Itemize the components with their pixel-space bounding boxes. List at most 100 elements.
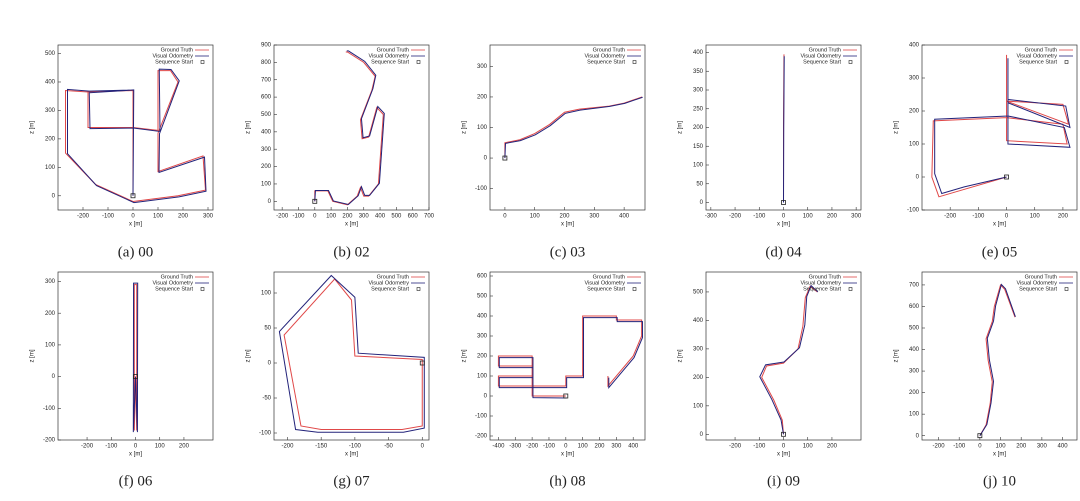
x-axis-label: x [m] — [129, 452, 142, 458]
y-tick-label: 300 — [477, 64, 488, 70]
legend-label: Sequence Start — [587, 286, 625, 292]
x-tick-label: 100 — [153, 214, 164, 220]
trajectory — [759, 284, 819, 435]
x-tick-label: -100 — [292, 214, 305, 220]
x-tick-label: 200 — [827, 214, 838, 220]
y-tick-label: -100 — [259, 431, 272, 437]
y-tick-label: 400 — [693, 50, 704, 56]
legend-label: Visual Odometry — [368, 53, 409, 59]
x-tick-label: 0 — [782, 444, 786, 450]
x-tick-label: 0 — [134, 444, 138, 450]
y-tick-label: 500 — [477, 294, 488, 300]
y-tick-label: 0 — [52, 374, 56, 380]
trajectory — [979, 283, 1016, 436]
y-axis-label: z [m] — [894, 121, 900, 134]
y-tick-label: -100 — [43, 406, 56, 412]
x-tick-label: -300 — [509, 444, 522, 450]
y-tick-label: 250 — [693, 106, 704, 112]
legend-label: Ground Truth — [809, 274, 841, 280]
y-tick-label: 200 — [909, 109, 920, 115]
plot-frame — [57, 271, 214, 441]
legend-symbol — [1064, 287, 1069, 291]
x-tick-label: 100 — [803, 444, 814, 450]
trajectory — [931, 54, 1070, 198]
x-tick-label: -200 — [276, 214, 289, 220]
x-tick-label: -100 — [102, 214, 115, 220]
legend-symbol — [200, 60, 205, 64]
x-tick-label: 0 — [313, 214, 317, 220]
x-tick-label: -200 — [729, 214, 742, 220]
y-tick-label: 600 — [909, 304, 920, 310]
x-tick-label: -200 — [77, 214, 90, 220]
x-tick-label: 0 — [978, 444, 982, 450]
x-tick-label: 200 — [827, 444, 838, 450]
y-tick-label: 700 — [261, 77, 272, 83]
x-tick-label: -200 — [729, 444, 742, 450]
x-tick-label: 400 — [619, 214, 630, 220]
start-marker — [781, 200, 786, 205]
y-tick-label: -100 — [475, 414, 488, 420]
y-tick-label: 100 — [45, 165, 56, 171]
x-tick-label: 200 — [1058, 214, 1069, 220]
trajectory — [65, 70, 207, 202]
y-tick-label: 500 — [909, 326, 920, 332]
x-tick-label: 100 — [530, 214, 541, 220]
plot-frame — [921, 44, 1078, 211]
caption: (d) 04 — [765, 244, 802, 260]
legend-label: Visual Odometry — [800, 280, 841, 286]
x-axis-label: x [m] — [345, 452, 358, 458]
trajectory — [783, 56, 785, 203]
x-axis-label: x [m] — [777, 222, 790, 228]
legend-symbol — [848, 60, 853, 64]
x-tick-label: 300 — [851, 214, 862, 220]
x-tick-label: 200 — [342, 214, 353, 220]
y-tick-label: 500 — [693, 290, 704, 296]
y-tick-label: 900 — [261, 43, 272, 49]
start-marker — [130, 193, 136, 199]
x-tick-label: -300 — [705, 214, 718, 220]
y-axis-label: z [m] — [30, 349, 36, 362]
x-tick-label: 100 — [155, 444, 166, 450]
legend-label: Sequence Start — [803, 59, 841, 65]
x-tick-label: 100 — [803, 214, 814, 220]
x-axis-label: x [m] — [129, 222, 142, 228]
plot-frame — [921, 271, 1078, 441]
x-tick-label: -100 — [753, 214, 766, 220]
y-tick-label: 0 — [700, 432, 704, 438]
x-tick-label: 400 — [1058, 444, 1069, 450]
caption: (b) 02 — [333, 244, 369, 260]
legend-label: Ground Truth — [377, 274, 409, 280]
x-axis-label: x [m] — [561, 222, 574, 228]
caption: (a) 00 — [118, 244, 153, 260]
legend-label: Visual Odometry — [152, 53, 193, 59]
start-marker — [977, 433, 983, 439]
x-tick-label: 400 — [375, 214, 386, 220]
x-tick-label: -100 — [753, 444, 766, 450]
start-marker — [563, 393, 569, 399]
y-tick-label: 100 — [693, 403, 704, 409]
y-axis-label: z [m] — [678, 349, 684, 362]
trajectory — [761, 285, 818, 435]
legend-label: Sequence Start — [1019, 59, 1057, 65]
x-tick-label: 100 — [326, 214, 337, 220]
legend-symbol — [416, 287, 421, 291]
legend-label: Visual Odometry — [152, 280, 193, 286]
y-tick-label: 50 — [264, 326, 271, 332]
legend-label: Ground Truth — [1025, 47, 1057, 53]
y-tick-label: 100 — [693, 163, 704, 169]
y-tick-label: 200 — [477, 95, 488, 101]
trajectory — [314, 50, 385, 205]
y-tick-label: 0 — [916, 433, 920, 439]
x-tick-label: -200 — [81, 444, 94, 450]
y-tick-label: -200 — [43, 438, 56, 444]
legend-symbol — [200, 287, 205, 291]
legend-label: Ground Truth — [161, 47, 193, 53]
y-tick-label: 400 — [909, 43, 920, 49]
trajectory — [283, 278, 423, 430]
legend-label: Ground Truth — [593, 47, 625, 53]
caption: (c) 03 — [550, 244, 585, 260]
y-tick-label: 300 — [45, 279, 56, 285]
legend-label: Ground Truth — [1025, 274, 1057, 280]
y-tick-label: 50 — [696, 181, 703, 187]
start-marker — [133, 374, 138, 380]
